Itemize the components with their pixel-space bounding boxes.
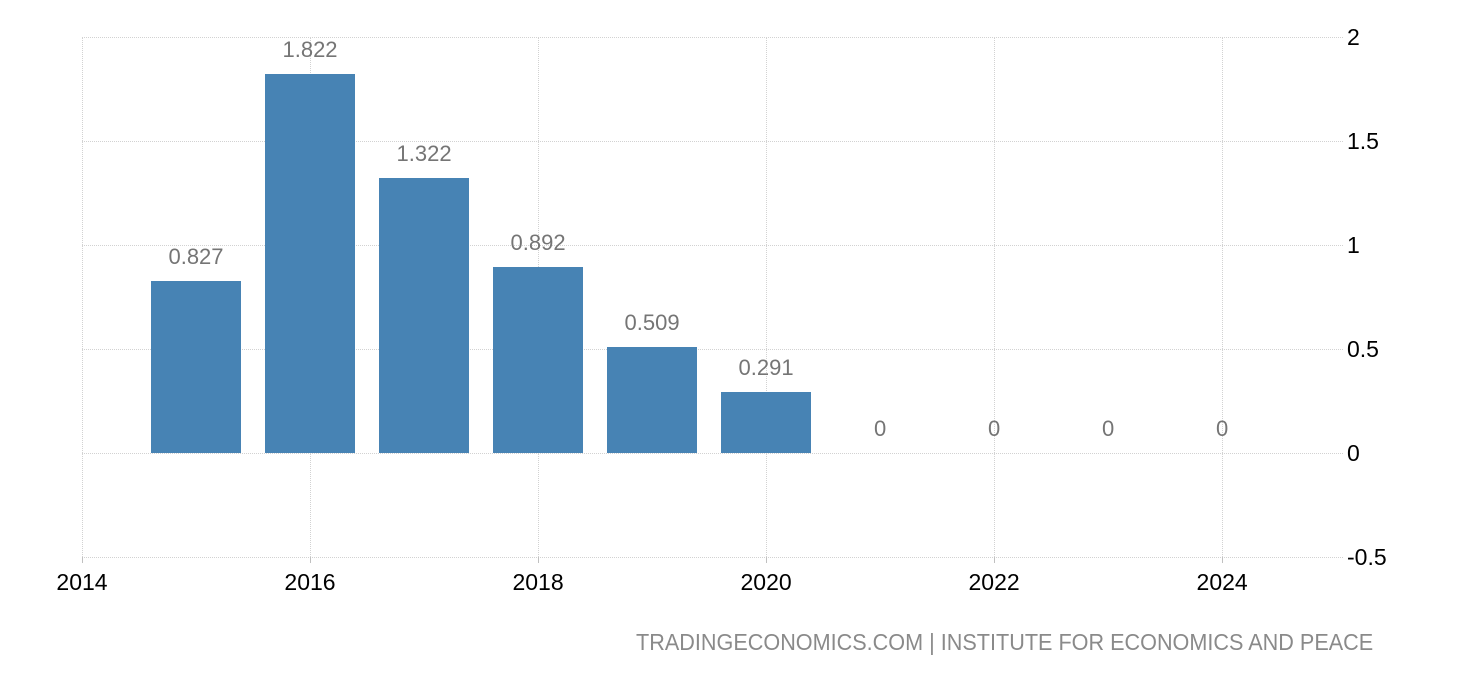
y-axis-tick-label: -0.5 bbox=[1347, 544, 1387, 570]
x-axis-tick bbox=[82, 557, 83, 563]
x-axis-tick-label: 2016 bbox=[284, 569, 336, 595]
bar-value-label: 0.509 bbox=[624, 310, 680, 336]
y-axis-tick-label: 1.5 bbox=[1347, 128, 1379, 154]
bar-value-label: 0.827 bbox=[168, 243, 224, 269]
y-axis-tick-label: 2 bbox=[1347, 24, 1360, 50]
bar-value-label: 1.322 bbox=[396, 141, 452, 167]
plot-area: 2 1.5 1 0.5 0 -0.5 2014 2016 2018 2020 2022 2024 0.8… bbox=[56, 25, 1386, 594]
bar-value-label: 0.291 bbox=[738, 355, 794, 381]
bar[interactable] bbox=[151, 280, 241, 453]
vertical-gridline bbox=[82, 37, 83, 557]
bar-value-label: 0.892 bbox=[510, 230, 566, 256]
x-axis-tick-label: 2018 bbox=[512, 569, 564, 595]
bar-value-label: 1.822 bbox=[282, 37, 338, 63]
vertical-gridline bbox=[994, 37, 996, 557]
x-axis-tick-label: 2022 bbox=[968, 569, 1020, 595]
bar[interactable] bbox=[607, 347, 698, 453]
x-axis-tick-label: 2014 bbox=[56, 569, 108, 595]
bar[interactable] bbox=[379, 178, 470, 453]
vertical-gridline bbox=[766, 37, 768, 557]
bar[interactable] bbox=[265, 74, 356, 453]
x-axis-tick bbox=[538, 557, 540, 563]
x-axis-tick bbox=[1222, 557, 1224, 563]
bar[interactable] bbox=[493, 267, 584, 453]
horizontal-gridline bbox=[82, 245, 1343, 246]
bar-value-label: 0 bbox=[1102, 416, 1115, 441]
x-axis-tick-label: 2020 bbox=[740, 569, 792, 595]
bar[interactable] bbox=[721, 392, 812, 453]
horizontal-gridline bbox=[82, 557, 1343, 558]
vertical-gridline bbox=[1222, 37, 1224, 557]
bar-value-label: 0 bbox=[873, 416, 887, 441]
y-axis-tick-label: 1 bbox=[1347, 232, 1360, 258]
x-axis-tick-label: 2024 bbox=[1196, 569, 1248, 595]
horizontal-gridline bbox=[82, 453, 1343, 454]
x-axis-tick bbox=[994, 557, 996, 563]
y-axis-tick-label: 0 bbox=[1347, 440, 1360, 466]
horizontal-gridline bbox=[82, 37, 1343, 38]
bar-value-label: 0 bbox=[987, 416, 1001, 441]
horizontal-gridline bbox=[82, 349, 1343, 350]
bar-value-label: 0 bbox=[1216, 416, 1229, 441]
y-axis-tick-label: 0.5 bbox=[1347, 336, 1379, 362]
horizontal-gridline bbox=[82, 141, 1343, 142]
x-axis-tick bbox=[310, 557, 312, 563]
x-axis-tick bbox=[766, 557, 768, 563]
source-attribution: TRADINGECONOMICS.COM | INSTITUTE FOR ECO… bbox=[635, 629, 1373, 655]
